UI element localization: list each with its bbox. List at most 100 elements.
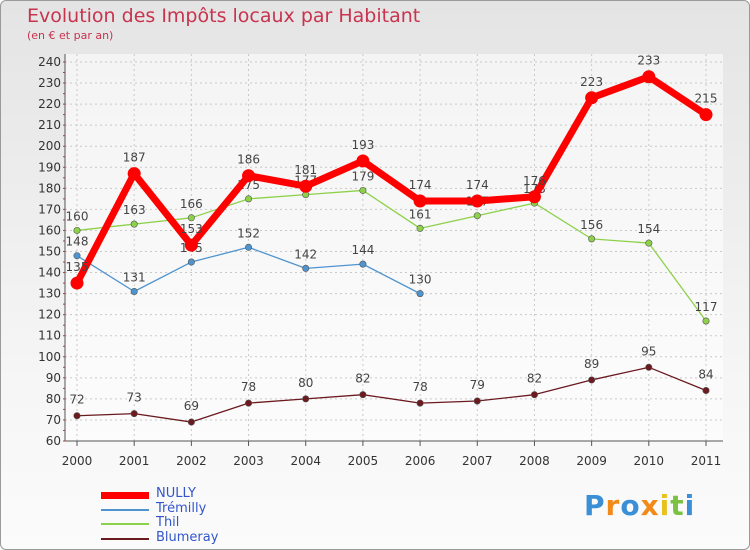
data-label-blumeray: 82 (527, 372, 542, 386)
data-label-blumeray: 78 (241, 380, 256, 394)
data-label-thil: 156 (580, 218, 603, 232)
data-label-thil: 163 (123, 203, 146, 217)
data-label-trmilly: 152 (237, 226, 260, 240)
data-point-nully (70, 276, 84, 290)
data-point-nully (699, 108, 713, 122)
chart-subtitle: (en € et par an) (27, 29, 114, 42)
y-tick-label: 150 (38, 245, 61, 259)
data-point-thil (359, 186, 367, 194)
data-label-blumeray: 89 (584, 357, 599, 371)
data-label-nully: 135 (66, 260, 89, 274)
data-point-trmilly (130, 288, 138, 296)
series-line-nully (73, 73, 710, 287)
legend-swatch-nully (101, 491, 149, 499)
y-tick-label: 170 (38, 202, 61, 216)
logo-letter: i (684, 489, 696, 522)
data-point-trmilly (302, 264, 310, 272)
data-point-nully (242, 169, 256, 183)
data-point-blumeray (130, 410, 138, 418)
data-label-trmilly: 148 (66, 235, 89, 249)
data-point-blumeray (588, 376, 596, 384)
data-label-blumeray: 73 (127, 391, 142, 405)
data-point-thil (130, 220, 138, 228)
data-label-trmilly: 131 (123, 271, 146, 285)
data-label-nully: 186 (237, 153, 260, 167)
y-tick-label: 240 (38, 55, 61, 69)
data-point-thil (245, 195, 253, 203)
y-tick-label: 200 (38, 139, 61, 153)
data-label-thil: 179 (351, 169, 374, 183)
legend-swatch-thil (101, 523, 149, 525)
data-label-trmilly: 142 (294, 247, 317, 261)
data-label-thil: 117 (695, 300, 718, 314)
data-label-thil: 154 (637, 222, 660, 236)
data-label-blumeray: 72 (69, 393, 84, 407)
series-line-thil (76, 189, 707, 322)
data-point-blumeray (245, 399, 253, 407)
data-point-thil (588, 235, 596, 243)
x-tick-label: 2005 (348, 454, 379, 468)
x-tick-label: 2010 (634, 454, 665, 468)
y-tick-label: 190 (38, 160, 61, 174)
data-label-nully: 181 (294, 163, 317, 177)
legend-swatch-blumeray (101, 538, 149, 540)
data-point-blumeray (530, 391, 538, 399)
data-point-nully (413, 194, 427, 208)
x-tick-label: 2000 (62, 454, 93, 468)
data-label-nully: 223 (580, 75, 603, 89)
legend-swatch-tremilly (101, 509, 149, 511)
x-tick-label: 2002 (176, 454, 207, 468)
data-point-blumeray (302, 395, 310, 403)
data-point-trmilly (416, 290, 424, 298)
data-label-thil: 161 (409, 207, 432, 221)
x-tick-label: 2003 (233, 454, 264, 468)
data-label-nully: 174 (466, 178, 489, 192)
data-point-thil (187, 214, 195, 222)
data-label-blumeray: 69 (184, 399, 199, 413)
x-tick-label: 2009 (576, 454, 607, 468)
data-point-trmilly (187, 258, 195, 266)
legend-label-thil: Thil (156, 515, 180, 530)
y-tick-label: 60 (46, 434, 61, 448)
y-tick-label: 140 (38, 266, 61, 280)
data-point-trmilly (73, 252, 81, 260)
y-tick-label: 90 (46, 371, 61, 385)
data-point-blumeray (73, 412, 81, 420)
data-point-thil (73, 226, 81, 234)
y-tick-label: 100 (38, 350, 61, 364)
y-tick-label: 130 (38, 287, 61, 301)
data-label-blumeray: 79 (470, 378, 485, 392)
data-point-thil (416, 224, 424, 232)
data-point-thil (473, 212, 481, 220)
y-tick-label: 210 (38, 118, 61, 132)
legend-label-blumeray: Blumeray (156, 530, 219, 545)
data-point-nully (184, 238, 198, 252)
y-tick-label: 70 (46, 413, 61, 427)
data-point-nully (127, 167, 141, 181)
data-point-thil (702, 317, 710, 325)
data-label-blumeray: 78 (412, 380, 427, 394)
y-tick-label: 230 (38, 76, 61, 90)
data-label-thil: 160 (66, 209, 89, 223)
data-label-blumeray: 80 (298, 376, 313, 390)
data-label-nully: 215 (695, 92, 718, 106)
legend-label-tremilly: Trémilly (156, 501, 207, 516)
data-point-nully (470, 194, 484, 208)
data-label-nully: 174 (409, 178, 432, 192)
y-tick-label: 160 (38, 223, 61, 237)
data-label-trmilly: 130 (409, 273, 432, 287)
data-point-blumeray (702, 386, 710, 394)
y-tick-label: 120 (38, 308, 61, 322)
logo-letter: P (584, 489, 606, 522)
x-tick-label: 2006 (405, 454, 436, 468)
data-label-blumeray: 95 (641, 344, 656, 358)
y-tick-label: 80 (46, 392, 61, 406)
data-label-blumeray: 82 (355, 372, 370, 386)
x-tick-label: 2011 (691, 454, 722, 468)
logo-letter: x (640, 489, 660, 522)
x-tick-label: 2008 (519, 454, 550, 468)
data-point-blumeray (473, 397, 481, 405)
data-point-nully (585, 91, 599, 105)
